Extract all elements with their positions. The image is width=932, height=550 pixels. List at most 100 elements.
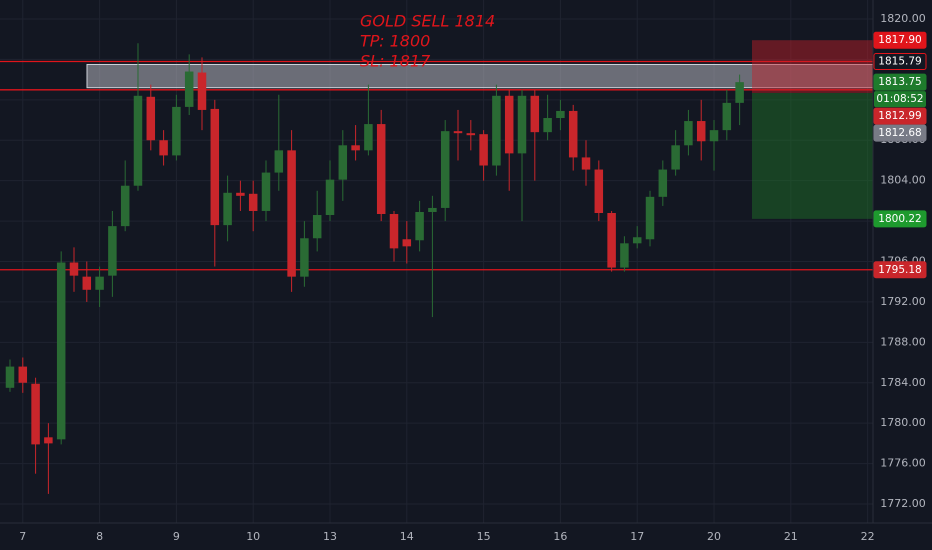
candle-body <box>44 437 53 444</box>
stop-box <box>752 40 873 93</box>
x-tick-label: 14 <box>400 530 414 543</box>
candle-body <box>568 110 578 158</box>
candles <box>5 43 744 494</box>
y-tick-label: 1772.00 <box>880 497 926 510</box>
price-label-bg <box>873 124 927 142</box>
price-label-bg <box>873 210 927 228</box>
candle-body <box>735 82 744 103</box>
candle-body <box>159 140 168 156</box>
price-label: 1795.18 <box>878 264 921 276</box>
candle-body <box>658 169 668 197</box>
price-label-bg <box>873 261 927 279</box>
candle-body <box>645 196 655 240</box>
candle-body <box>261 172 271 211</box>
grid <box>0 0 873 523</box>
y-tick-label: 1792.00 <box>880 295 926 308</box>
candle-body <box>504 95 514 154</box>
x-tick-label: 17 <box>630 530 644 543</box>
candle-body <box>325 179 335 216</box>
candle-body <box>709 130 719 142</box>
candle-body <box>479 134 488 166</box>
y-tick-label: 1804.00 <box>880 174 926 187</box>
candle-body <box>402 239 412 247</box>
candle-body <box>338 145 348 180</box>
x-tick-label: 20 <box>707 530 721 543</box>
candle-body <box>18 366 28 383</box>
candle-body <box>453 131 463 134</box>
candle-body <box>517 95 527 154</box>
price-labels: 1817.90 1815.79 1813.75 01:08:52 1812.99 1812… <box>873 31 927 279</box>
candle-body <box>223 192 232 226</box>
x-tick-label: 9 <box>173 530 180 543</box>
y-tick-label: 1780.00 <box>880 416 926 429</box>
candle-body <box>95 276 104 290</box>
price-label: 1813.75 <box>878 76 921 88</box>
x-tick-label: 8 <box>96 530 103 543</box>
price-label: 1812.99 <box>878 110 921 122</box>
candle-body <box>466 133 476 136</box>
candle-body <box>274 150 284 173</box>
candle-body <box>82 276 92 290</box>
candle-body <box>248 193 258 211</box>
price-label: 1815.79 <box>878 56 921 68</box>
x-tick-label: 22 <box>861 530 875 543</box>
candle-body <box>607 212 616 268</box>
timer-bg <box>874 91 926 108</box>
candle-body <box>31 383 40 445</box>
annotation-line: GOLD SELL 1814 <box>360 12 495 31</box>
price-label-bg <box>873 73 927 91</box>
y-tick-label: 1784.00 <box>880 376 926 389</box>
candle-body <box>210 108 220 226</box>
candle-body <box>492 95 501 166</box>
candle-body <box>440 131 450 208</box>
x-tick-label: 10 <box>246 530 260 543</box>
candle-body <box>722 102 732 131</box>
candle-body <box>120 185 130 227</box>
candle-body <box>236 192 245 196</box>
y-tick-label: 1776.00 <box>880 457 926 470</box>
candle-body <box>581 157 591 170</box>
candle-body <box>364 124 373 151</box>
candle-body <box>632 237 642 244</box>
price-label: 1812.68 <box>878 127 921 139</box>
candle-body <box>530 95 540 133</box>
y-tick-label: 1820.00 <box>880 12 926 25</box>
target-box <box>752 92 873 219</box>
candle-body <box>287 150 296 277</box>
candle-body <box>376 124 386 215</box>
candle-body <box>351 145 360 151</box>
candle-body <box>69 262 79 276</box>
price-label-bg <box>873 107 927 125</box>
candle-body <box>543 118 552 133</box>
x-tick-label: 15 <box>477 530 491 543</box>
x-tick-label: 13 <box>323 530 337 543</box>
candle-body <box>684 121 693 146</box>
candle-body <box>184 71 194 107</box>
candle-body <box>389 214 399 249</box>
candle-body <box>56 262 66 440</box>
candle-body <box>146 96 156 141</box>
x-tick-label: 21 <box>784 530 798 543</box>
candle-body <box>300 238 309 277</box>
y-tick-label: 1788.00 <box>880 335 926 348</box>
price-label-bg <box>873 53 927 71</box>
candle-body <box>5 366 15 388</box>
candle-body <box>594 169 604 213</box>
x-tick-label: 7 <box>19 530 26 543</box>
candle-body <box>556 110 565 119</box>
candle-body <box>415 211 424 241</box>
candle-body <box>108 226 117 276</box>
drawings <box>0 40 874 271</box>
candle-body <box>428 207 437 212</box>
price-label: 1817.90 <box>878 34 921 46</box>
annotation-line: TP: 1800 <box>360 32 430 51</box>
x-tick-label: 16 <box>553 530 567 543</box>
candle-body <box>671 145 680 170</box>
candle-body <box>312 215 322 239</box>
timer: 01:08:52 <box>876 93 923 105</box>
price-label: 1800.22 <box>878 213 921 225</box>
candle-body <box>133 95 143 186</box>
